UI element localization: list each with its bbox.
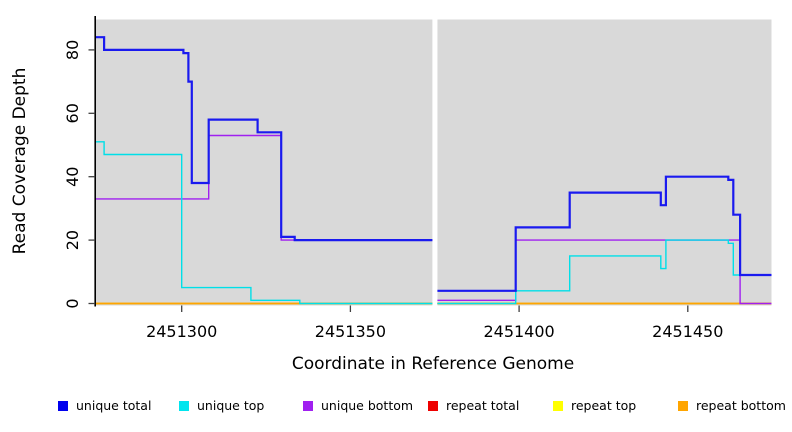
y-tick-label: 20 [63,230,82,250]
y-tick-label: 80 [63,40,82,60]
series-unique-total [437,175,772,292]
unique-total-swatch-icon [58,401,68,411]
series-unique-total [96,36,433,242]
repeat-total-swatch-icon [428,401,438,411]
y-tick-label: 0 [63,298,82,308]
plot-area: 0 20 40 60 80 2451300 2451350 2451400 2451450 [63,16,772,341]
legend-item-unique-top: unique top [179,398,264,414]
series-unique-top [437,239,772,305]
repeat-top-swatch-icon [553,401,563,411]
legend-label: repeat total [446,398,520,413]
y-tick-label: 60 [63,103,82,123]
legend: unique total unique top unique bottom re… [0,398,792,422]
legend-label: repeat bottom [696,398,786,413]
coverage-gap-band [432,19,438,306]
legend-label: unique bottom [321,398,414,413]
legend-item-repeat-bottom: repeat bottom [678,398,786,414]
legend-label: repeat top [571,398,637,413]
legend-label: unique total [76,398,152,413]
unique-top-swatch-icon [179,401,189,411]
legend-item-unique-total: unique total [58,398,151,414]
unique-bottom-swatch-icon [303,401,313,411]
legend-item-repeat-top: repeat top [553,398,636,414]
legend-label: unique top [197,398,265,413]
legend-item-repeat-total: repeat total [428,398,519,414]
x-tick-label: 2451450 [652,322,723,341]
x-tick-label: 2451300 [146,322,217,341]
y-tick-label: 40 [63,167,82,187]
series-unique-top [96,141,433,305]
series-unique-bottom [437,239,772,305]
x-tick-label: 2451400 [483,322,554,341]
repeat-bottom-swatch-icon [678,401,688,411]
y-axis-title: Read Coverage Depth [10,67,30,255]
legend-item-unique-bottom: unique bottom [303,398,413,414]
x-axis-title: Coordinate in Reference Genome [291,354,575,374]
x-tick-label: 2451350 [315,322,386,341]
